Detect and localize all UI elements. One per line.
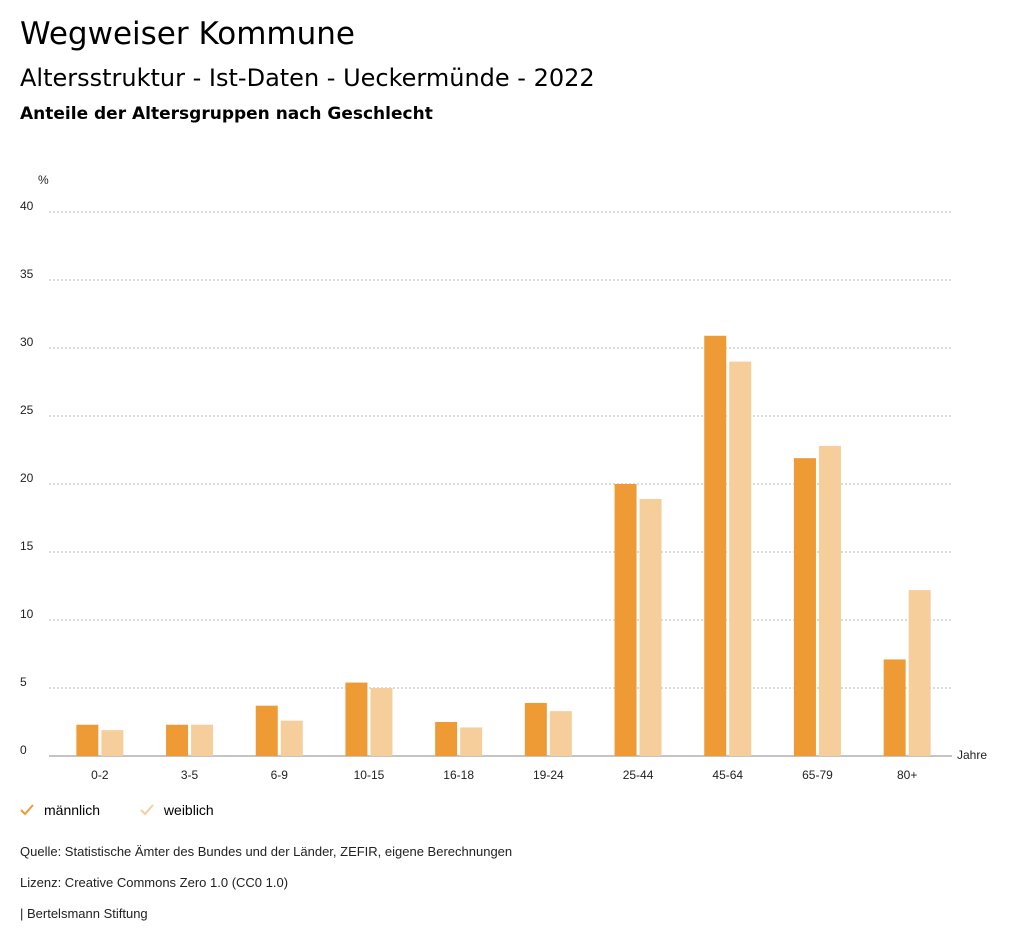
check-icon [20,803,34,817]
y-axis-label: % [38,173,49,187]
bars [76,335,931,756]
x-tick-label: 6-9 [271,768,289,782]
bar-female-16-18[interactable] [460,727,483,756]
chart-description: Anteile der Altersgruppen nach Geschlech… [20,104,433,124]
bar-male-45-64[interactable] [704,335,727,756]
x-tick-label: 19-24 [533,768,564,782]
legend-item-male[interactable]: männlich [20,802,100,818]
x-tick-label: 65-79 [802,768,833,782]
legend-label-female: weiblich [163,802,214,818]
bar-male-80+[interactable] [883,659,906,756]
chart-subtitle: Altersstruktur - Ist-Daten - Ueckermünde… [20,64,595,92]
y-tick-label: 30 [20,335,34,349]
bar-male-19-24[interactable] [524,702,547,756]
x-tick-label: 10-15 [354,768,385,782]
x-tick-label: 45-64 [712,768,743,782]
source-note: Quelle: Statistische Ämter des Bundes un… [20,844,513,859]
y-tick-label: 10 [20,607,34,621]
x-axis-ticks: 0-2 3-5 6-9 10-15 16-18 19-24 25-44 45-64 65-79 8… [91,768,917,782]
y-axis-ticks: 0 5 10 15 20 25 30 35 40 [20,199,34,757]
x-tick-label: 16-18 [443,768,474,782]
y-tick-label: 5 [20,675,27,689]
x-tick-label: 80+ [897,768,917,782]
y-tick-label: 20 [20,471,34,485]
bar-female-10-15[interactable] [370,688,393,756]
publisher-note: | Bertelsmann Stiftung [20,906,148,921]
y-tick-label: 35 [20,267,34,281]
bar-male-6-9[interactable] [255,705,278,756]
bar-male-0-2[interactable] [76,724,99,756]
check-icon [140,803,154,817]
legend: männlich weiblich [20,802,250,820]
bar-female-25-44[interactable] [639,498,662,756]
bar-male-65-79[interactable] [793,458,816,756]
bar-female-80+[interactable] [908,590,931,756]
legend-item-female[interactable]: weiblich [140,802,214,818]
bar-female-65-79[interactable] [818,445,841,756]
bar-male-16-18[interactable] [435,722,458,756]
legend-label-male: männlich [44,802,101,818]
page-title: Wegweiser Kommune [20,16,355,52]
bar-female-3-5[interactable] [191,724,214,756]
x-tick-label: 0-2 [91,768,109,782]
bar-female-6-9[interactable] [280,720,303,756]
y-tick-label: 40 [20,199,34,213]
bar-male-10-15[interactable] [345,682,368,756]
bar-male-3-5[interactable] [166,724,189,756]
x-tick-label: 3-5 [181,768,199,782]
x-axis-label: Jahre [957,748,987,762]
x-tick-label: 25-44 [623,768,654,782]
bar-female-0-2[interactable] [101,730,124,756]
bar-female-19-24[interactable] [549,711,572,756]
y-tick-label: 15 [20,539,34,553]
bar-female-45-64[interactable] [729,361,752,756]
license-note: Lizenz: Creative Commons Zero 1.0 (CC0 1… [20,875,289,890]
y-tick-label: 25 [20,403,34,417]
bar-male-25-44[interactable] [614,484,637,756]
y-tick-label: 0 [20,743,27,757]
bar-chart: 0 5 10 15 20 25 30 35 40 0-2 3-5 6-9 10-15 16-18 19-2… [20,173,987,782]
gridlines [49,211,952,757]
